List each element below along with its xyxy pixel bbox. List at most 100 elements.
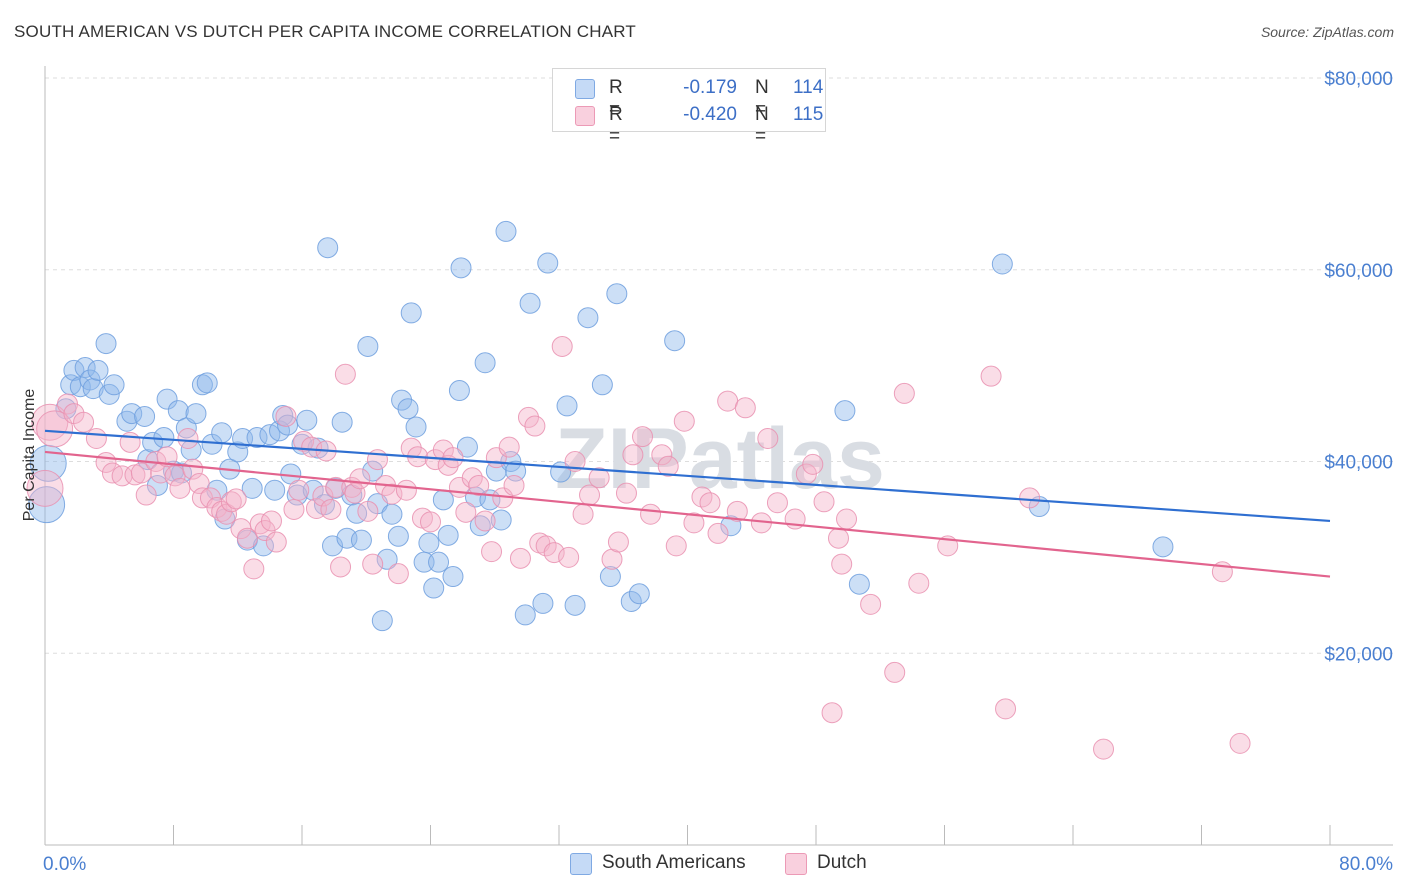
dutch-point-18 — [169, 477, 191, 499]
y-tick-label-2: $60,000 — [1324, 261, 1393, 282]
dutch-point-90 — [615, 482, 637, 504]
r-value: -0.179 — [683, 77, 737, 98]
south-americans-point-98 — [591, 374, 613, 396]
south-americans-point-76 — [437, 524, 459, 546]
south-americans-point-96 — [564, 594, 586, 616]
dutch-point-86 — [579, 484, 601, 506]
south-americans-legend-label: South Americans — [602, 852, 746, 873]
dutch-point-51 — [357, 500, 379, 522]
dutch-point-101 — [707, 522, 729, 544]
source-note: Source: ZipAtlas.com — [1260, 24, 1394, 40]
dutch-point-110 — [802, 453, 824, 475]
south-americans-point-0 — [28, 486, 66, 524]
south-americans-point-52 — [317, 237, 339, 259]
dutch-point-28 — [225, 488, 247, 510]
dutch-point-47 — [334, 363, 356, 385]
dutch-point-91 — [622, 444, 644, 466]
dutch-point-75 — [503, 474, 525, 496]
dutch-point-85 — [572, 503, 594, 525]
south-americans-point-38 — [246, 427, 268, 449]
south-americans-trend-line — [44, 429, 1331, 523]
south-americans-point-61 — [362, 460, 384, 482]
dutch-swatch — [575, 106, 595, 126]
dutch-point-92 — [632, 426, 654, 448]
dutch-point-61 — [420, 511, 441, 533]
south-americans-point-74 — [428, 551, 450, 573]
x-tick-label-0: 0.0% — [43, 854, 86, 875]
dutch-point-12 — [130, 462, 152, 484]
dutch-point-103 — [726, 500, 748, 522]
dutch-point-26 — [216, 503, 238, 525]
south-americans-point-80 — [456, 436, 478, 458]
dutch-point-56 — [387, 563, 409, 585]
south-americans-point-66 — [387, 525, 409, 547]
dutch-point-42 — [312, 485, 334, 507]
dutch-point-118 — [893, 382, 915, 404]
south-americans-swatch — [575, 79, 595, 99]
axes — [44, 66, 1393, 846]
south-americans-point-9 — [87, 359, 109, 381]
dutch-point-104 — [734, 397, 756, 419]
dutch-point-46 — [330, 556, 352, 578]
south-americans-point-101 — [620, 590, 642, 612]
south-americans-point-78 — [448, 380, 470, 402]
dutch-point-5 — [73, 411, 95, 433]
south-americans-point-37 — [241, 477, 263, 499]
n-label: N = — [755, 77, 769, 120]
dutch-point-112 — [821, 702, 843, 724]
dutch-trend-line — [44, 450, 1331, 578]
gridlines — [45, 77, 1393, 654]
dutch-point-95 — [657, 455, 679, 477]
dutch-point-83 — [558, 546, 580, 568]
south-americans-point-90 — [514, 604, 536, 626]
y-tick-label-0: $20,000 — [1324, 644, 1393, 665]
south-americans-point-65 — [381, 503, 403, 525]
south-americans-point-91 — [519, 292, 541, 314]
dutch-point-50 — [349, 468, 371, 490]
r-value: -0.420 — [683, 104, 737, 125]
south-americans-point-59 — [350, 529, 372, 551]
south-americans-point-12 — [103, 374, 125, 396]
n-value: 115 — [793, 104, 824, 125]
south-americans-legend-swatch — [570, 853, 592, 875]
dutch-point-111 — [813, 491, 835, 513]
dutch-point-126 — [1229, 732, 1251, 754]
r-label: R = — [609, 104, 623, 147]
dutch-point-116 — [860, 593, 882, 615]
dutch-point-97 — [673, 410, 695, 432]
south-americans-point-99 — [599, 566, 621, 588]
trend-lines — [44, 429, 1331, 578]
south-americans-point-93 — [537, 252, 559, 274]
south-americans-point-6 — [74, 357, 96, 379]
south-americans-point-106 — [848, 573, 870, 595]
south-americans-point-73 — [423, 577, 445, 599]
south-americans-point-105 — [834, 400, 856, 422]
dutch-legend-swatch — [785, 853, 807, 875]
south-americans-point-100 — [606, 283, 628, 305]
dutch-point-45 — [325, 476, 347, 498]
dutch-point-35 — [265, 531, 287, 553]
south-americans-point-87 — [495, 220, 517, 242]
dutch-point-70 — [474, 510, 496, 532]
dutch-point-89 — [607, 531, 629, 553]
dutch-legend-label: Dutch — [817, 852, 867, 873]
dutch-point-65 — [442, 447, 464, 469]
dutch-point-44 — [320, 498, 342, 520]
south-americans-point-15 — [134, 405, 156, 427]
dutch-point-2 — [36, 410, 74, 448]
south-americans-point-75 — [432, 489, 454, 511]
south-americans-point-86 — [490, 509, 512, 531]
dutch-point-84 — [564, 451, 586, 472]
dutch-point-100 — [699, 492, 721, 514]
n-value: 114 — [793, 77, 824, 98]
r-label: R = — [609, 77, 623, 120]
south-americans-point-64 — [376, 548, 398, 570]
south-americans-point-67 — [391, 389, 413, 411]
y-axis-label: Per Capita Income — [21, 389, 38, 522]
dutch-point-106 — [757, 427, 779, 449]
y-tick-label-1: $40,000 — [1324, 453, 1393, 474]
south-americans-point-72 — [418, 532, 440, 554]
south-americans-point-20 — [156, 388, 178, 410]
south-americans-point-14 — [121, 403, 143, 425]
